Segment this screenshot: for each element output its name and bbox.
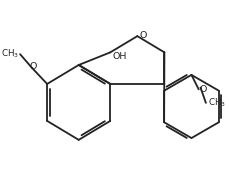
Text: CH$_3$: CH$_3$	[1, 47, 19, 60]
Text: OH: OH	[112, 52, 126, 61]
Text: O: O	[139, 31, 147, 40]
Text: O: O	[200, 85, 207, 94]
Text: O: O	[29, 62, 36, 71]
Text: CH$_3$: CH$_3$	[208, 97, 226, 109]
